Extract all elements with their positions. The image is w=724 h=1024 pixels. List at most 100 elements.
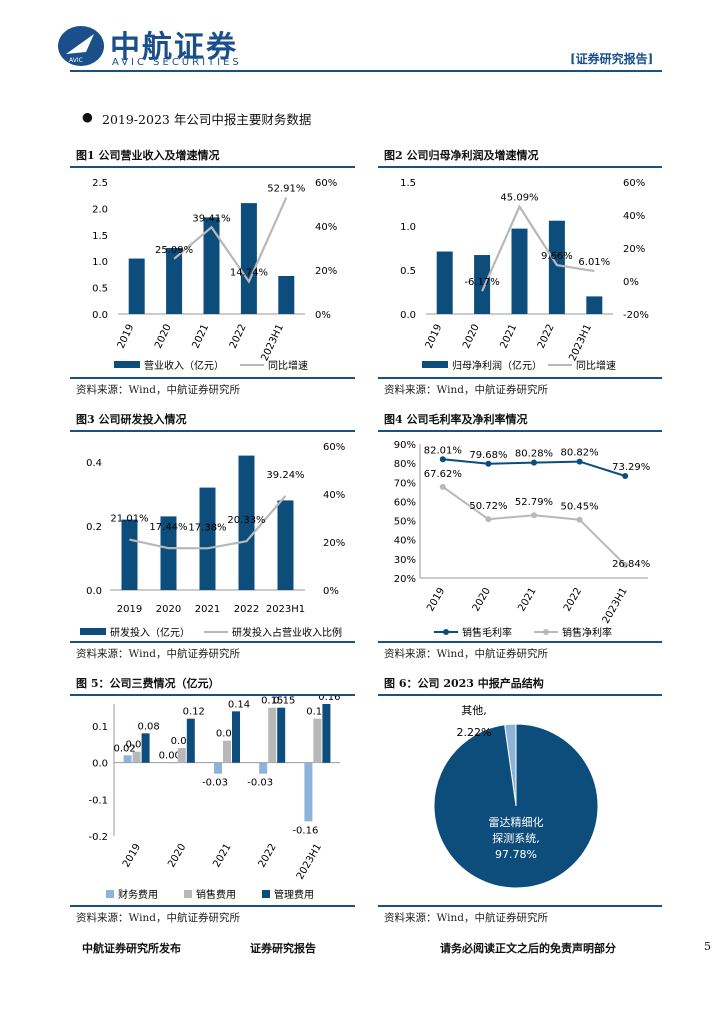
- fig4-point: [576, 458, 583, 465]
- fig3-datalabel: 21.01%: [110, 514, 148, 525]
- fig4-datalabel: 67.62%: [424, 469, 462, 480]
- fig5-datalabel: -0.16: [292, 825, 318, 836]
- fig4-datalabel: 80.82%: [561, 448, 599, 459]
- fig1-ytick: 2.5: [92, 178, 108, 189]
- fig1-y2tick: 20%: [315, 266, 337, 277]
- fig5-bar: [259, 762, 268, 774]
- src4-rule: [378, 641, 662, 643]
- fig3-bar: [160, 516, 177, 590]
- fig2-line: [481, 204, 595, 292]
- fig6-slice-label: 2.22%: [457, 726, 492, 739]
- fig4-datalabel: 73.29%: [612, 462, 650, 473]
- fig4-ytick: 20%: [394, 574, 416, 585]
- fig6-slice: [433, 723, 599, 889]
- fig1-bar: [278, 275, 295, 314]
- fig5-legend-label: 销售费用: [196, 888, 236, 901]
- fig1-y2tick: 0%: [315, 310, 331, 321]
- logo-english: AVIC SECURITIES: [112, 57, 242, 68]
- fig5-datalabel: 0.14: [228, 699, 250, 710]
- fig1-datalabel: 25.09%: [155, 245, 193, 256]
- fig6-title: 图 6：公司 2023 中报产品结构: [384, 677, 544, 690]
- fig4-datalabel: 80.28%: [515, 449, 553, 460]
- fig4-point: [531, 459, 537, 466]
- fig1-legend-bar-label: 营业收入（亿元）: [144, 359, 224, 372]
- fig5-bar: [277, 707, 286, 763]
- src3-rule: [70, 641, 355, 643]
- fig2-chart: 0.0 0.5 1.0 1.5 -20% 0% 20% 40% 60% 2019 2020 2021 2…: [400, 178, 649, 372]
- fig2-legend-line-label: 同比增速: [576, 359, 616, 372]
- fig5-datalabel: 0.04: [171, 736, 193, 747]
- fig3-legend-line-label: 研发投入占营业收入比例: [232, 626, 342, 639]
- fig1-xtick: 2022: [228, 323, 249, 351]
- fig4-legend-label2: 销售净利率: [562, 626, 612, 639]
- fig5-datalabel: 0.00: [159, 751, 181, 762]
- fig4-point: [531, 512, 537, 519]
- fig1-y2tick: 60%: [315, 178, 337, 189]
- fig3-source: 资料来源：Wind，中航证券研究所: [76, 648, 240, 660]
- src6-rule: [378, 905, 662, 907]
- fig3-ytick: 0.2: [86, 522, 102, 533]
- fig5-ytick: 0.0: [92, 759, 108, 770]
- fig1-bar: [128, 258, 145, 314]
- fig4-datalabel: 50.45%: [561, 502, 599, 513]
- fig2-datalabel: -6.17%: [464, 277, 499, 288]
- fig5-bar: [141, 733, 150, 763]
- fig2-bar: [436, 251, 453, 314]
- fig5-datalabel: 0.15: [261, 696, 283, 707]
- fig3-datalabel: 17.44%: [149, 522, 187, 533]
- fig2-datalabel: 9.66%: [541, 251, 573, 262]
- fig3-datalabel: 17.38%: [188, 522, 226, 533]
- fig4-legend-dot2: [543, 629, 549, 635]
- fig4-point: [622, 472, 629, 479]
- fig4-ytick: 90%: [394, 440, 416, 451]
- fig5-bar: [177, 748, 186, 763]
- fig4-legend-label1: 销售毛利率: [462, 626, 512, 639]
- fig4-point: [485, 460, 492, 467]
- fig5-ytick: -0.2: [88, 832, 108, 843]
- fig1-bar: [240, 203, 257, 314]
- fig2-ytick: 1.5: [400, 178, 416, 189]
- fig3-y2tick: 60%: [323, 442, 345, 453]
- fig1-bar: [203, 217, 220, 314]
- fig6-source: 资料来源：Wind，中航证券研究所: [384, 912, 548, 924]
- fig2-source: 资料来源：Wind，中航证券研究所: [384, 384, 548, 396]
- fig1-datalabel: 39.41%: [192, 213, 230, 224]
- fig5-legend-label: 管理费用: [274, 888, 314, 901]
- fig5-datalabel: 0.06: [216, 729, 238, 740]
- fig3-ytick: 0.4: [86, 458, 102, 469]
- fig4-title: 图4 公司毛利率及净利率情况: [384, 413, 528, 426]
- fig4-legend-dot1: [443, 629, 449, 635]
- fig2-xtick: 2022: [536, 323, 557, 351]
- fig1-datalabel: 14.74%: [230, 268, 268, 279]
- fig5-bar: [313, 718, 322, 763]
- fig2-bar: [474, 255, 491, 314]
- fig5-bar: [304, 762, 313, 822]
- fig5-xtick: 2022: [257, 842, 279, 870]
- fig6-slice-label: 探测系统,: [492, 832, 540, 845]
- fig5-bar: [322, 704, 331, 763]
- logo-badge-text: AVIC: [69, 57, 83, 64]
- fig4-datalabel: 79.68%: [469, 450, 507, 461]
- fig3-rule: [70, 430, 355, 432]
- fig5-bar: [214, 762, 222, 774]
- fig3-bar: [238, 455, 255, 590]
- fig4-datalabel: 50.72%: [469, 501, 507, 512]
- fig3-chart: 0.0 0.2 0.4 0% 20% 40% 60% 2019 2020 2021 2022 2023…: [80, 442, 345, 639]
- fig3-line: [129, 495, 287, 550]
- fig3-legend-bar: [80, 628, 106, 635]
- fig6-slice-label: 其他,: [461, 704, 487, 717]
- fig5-bar: [168, 762, 177, 764]
- fig5-datalabel: 0.15: [273, 696, 295, 707]
- fig2-datalabel: 45.09%: [500, 193, 538, 204]
- fig2-y2tick: 0%: [623, 277, 639, 288]
- fig3-datalabel: 39.24%: [266, 470, 304, 481]
- fig3-xtick: 2019: [117, 604, 142, 615]
- fig5-datalabel: 0.12: [183, 707, 205, 718]
- fig5-bar: [232, 711, 240, 763]
- fig4-xtick: 2019: [425, 586, 447, 614]
- fig2-y2tick: 60%: [623, 178, 645, 189]
- fig2-rule: [378, 166, 662, 168]
- fig5-xtick: 2021: [211, 842, 233, 870]
- fig5-xtick: 2020: [166, 842, 188, 870]
- fig4-ytick: 70%: [394, 478, 416, 489]
